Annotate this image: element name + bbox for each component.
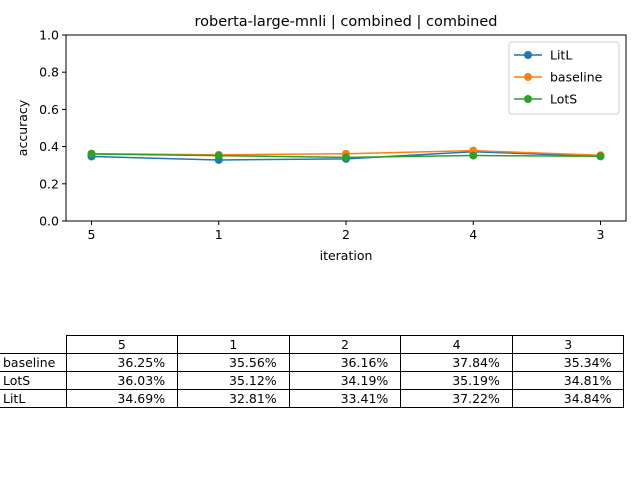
y-tick-label: 0.8 xyxy=(39,65,59,80)
table-cell: 37.84% xyxy=(400,353,513,372)
table-cell: 35.19% xyxy=(400,371,513,390)
y-tick-label: 1.0 xyxy=(39,28,59,43)
legend-label-lots: LotS xyxy=(550,92,577,107)
table-header-cell: 5 xyxy=(65,335,179,354)
legend-label-litl: LitL xyxy=(550,48,572,63)
table-row: LotS 36.03% 35.12% 34.19% 35.19% 34.81% xyxy=(0,371,625,390)
table-cell: 34.81% xyxy=(511,371,625,390)
table-row: baseline 36.25% 35.56% 36.16% 37.84% 35.… xyxy=(0,353,625,372)
y-axis-label: accuracy xyxy=(15,99,30,156)
table-row: LitL 34.69% 32.81% 33.41% 37.22% 34.84% xyxy=(0,389,625,408)
y-tick-label: 0.0 xyxy=(39,214,59,229)
x-axis-label: iteration xyxy=(320,248,373,263)
x-tick-label: 4 xyxy=(469,227,477,242)
results-table: 5 1 2 4 3 baseline 36.25% 35.56% 36.16% … xyxy=(0,335,625,408)
table-header-cell: 2 xyxy=(288,335,402,354)
table-cell: 32.81% xyxy=(177,389,290,408)
data-point-lots xyxy=(596,152,605,161)
table-cell: 35.34% xyxy=(511,353,625,372)
table-row-label: baseline xyxy=(0,353,67,372)
y-tick-label: 0.4 xyxy=(39,139,59,154)
table-header-row: 5 1 2 4 3 xyxy=(0,335,625,354)
table-row-label: LotS xyxy=(0,371,67,390)
table-corner xyxy=(0,336,66,354)
table-row-label: LitL xyxy=(0,389,67,408)
table-cell: 34.69% xyxy=(65,389,179,408)
table-cell: 34.84% xyxy=(511,389,625,408)
table-cell: 36.03% xyxy=(65,371,179,390)
x-tick-label: 5 xyxy=(88,227,96,242)
data-point-lots xyxy=(214,151,223,160)
chart-title: roberta-large-mnli | combined | combined xyxy=(195,14,498,30)
legend-label-baseline: baseline xyxy=(550,70,603,85)
plot-area-frame xyxy=(65,34,627,222)
table-header-cell: 1 xyxy=(177,335,290,354)
data-point-lots xyxy=(469,151,478,160)
legend-frame xyxy=(508,41,620,115)
legend-marker-baseline xyxy=(524,73,532,81)
x-tick-label: 3 xyxy=(597,227,605,242)
x-tick-label: 2 xyxy=(342,227,350,242)
x-tick-label: 1 xyxy=(215,227,223,242)
legend: LitL baseline LotS xyxy=(508,41,620,115)
table-cell: 36.16% xyxy=(288,353,402,372)
table-cell: 37.22% xyxy=(400,389,513,408)
legend-marker-litl xyxy=(524,51,532,59)
table-cell: 35.56% xyxy=(177,353,290,372)
table-header-cell: 4 xyxy=(400,335,513,354)
legend-marker-lots xyxy=(524,95,532,103)
table-header-cell: 3 xyxy=(511,335,625,354)
table-cell: 34.19% xyxy=(288,371,402,390)
data-point-lots xyxy=(87,149,96,158)
y-tick-label: 0.2 xyxy=(39,176,59,191)
table-cell: 35.12% xyxy=(177,371,290,390)
table-cell: 33.41% xyxy=(288,389,402,408)
y-tick-label: 0.6 xyxy=(39,102,59,117)
data-point-lots xyxy=(342,153,350,162)
table-cell: 36.25% xyxy=(65,353,179,372)
